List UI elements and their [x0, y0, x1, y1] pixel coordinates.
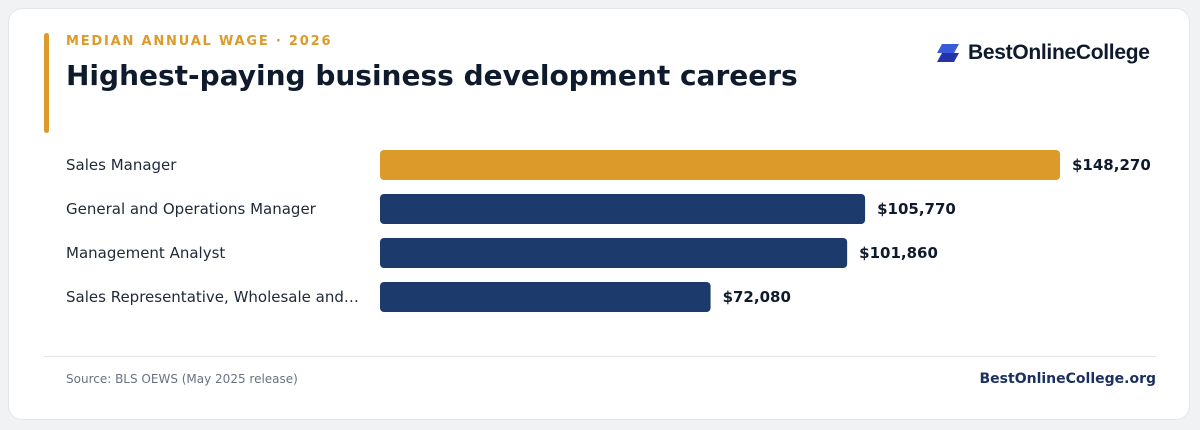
value-label: $72,080: [723, 288, 791, 306]
bar: [380, 150, 1060, 180]
bar: [380, 282, 711, 312]
site-link[interactable]: BestOnlineCollege.org: [979, 371, 1156, 387]
chart-title: Highest-paying business development care…: [66, 59, 798, 92]
value-label: $101,860: [859, 244, 938, 262]
category-label: Sales Manager: [66, 156, 177, 174]
footer-divider: [44, 356, 1156, 357]
brand-name: BestOnlineCollege: [968, 41, 1150, 64]
category-label: Management Analyst: [66, 244, 225, 262]
value-label: $148,270: [1072, 156, 1151, 174]
parallelogram-logo-icon: [936, 43, 960, 63]
bar: [380, 238, 848, 268]
value-label: $105,770: [877, 200, 956, 218]
brand-logo[interactable]: BestOnlineCollege: [936, 40, 1150, 66]
source-note: Source: BLS OEWS (May 2025 release): [66, 372, 298, 386]
category-label: Sales Representative, Wholesale and…: [66, 288, 359, 306]
bar: [380, 194, 866, 224]
chart-eyebrow: MEDIAN ANNUAL WAGE · 2026: [66, 34, 333, 49]
category-label: General and Operations Manager: [66, 200, 317, 218]
accent-bar: [44, 33, 49, 133]
